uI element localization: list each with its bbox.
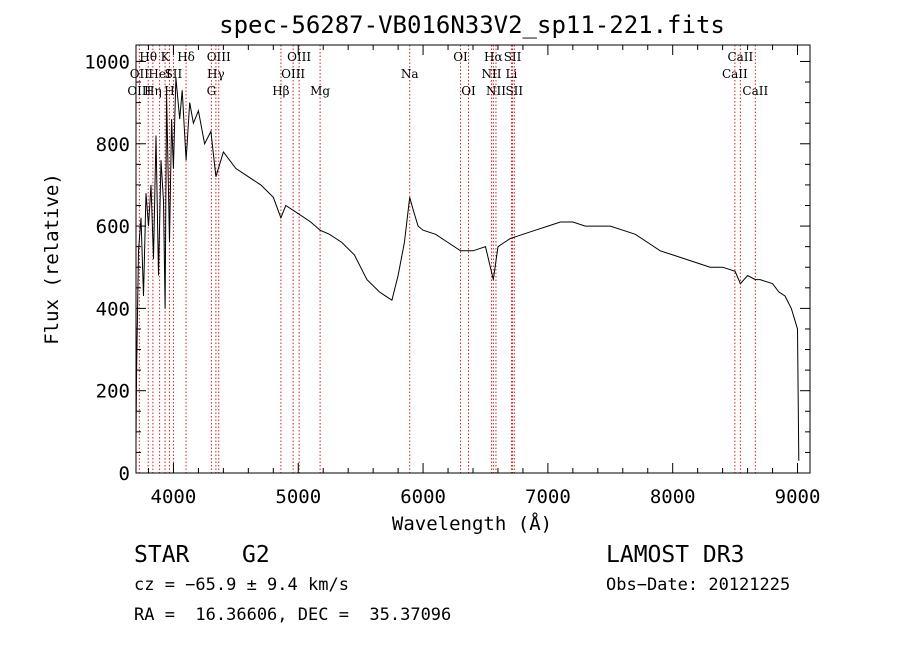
- line-marker-label: Mg: [310, 84, 330, 98]
- line-marker-label: OIII: [281, 67, 305, 81]
- line-marker-label: Hβ: [272, 84, 289, 98]
- line-marker-label: Hδ: [177, 50, 195, 64]
- line-marker-label: OIII: [287, 50, 311, 64]
- chart-title: spec-56287-VB016N33V2_sp11-221.fits: [219, 11, 725, 39]
- line-marker-label: HeI: [148, 67, 171, 81]
- spectrum-line: [135, 77, 800, 461]
- line-marker-label: OII: [130, 67, 150, 81]
- spectral-subclass: G2: [242, 542, 270, 568]
- line-marker-label: OIII: [127, 84, 151, 98]
- observation-date: Obs−Date: 20121225: [606, 575, 790, 595]
- line-marker-label: CaII: [742, 84, 768, 98]
- line-marker-label: Hγ: [207, 67, 225, 81]
- line-marker-label: Hα: [484, 50, 503, 64]
- y-axis: 0 200 400 600 800 1000: [84, 51, 810, 485]
- line-marker-label: Li: [506, 67, 518, 81]
- y-tick-label: 600: [96, 216, 130, 238]
- x-tick-label: 4000: [151, 486, 197, 508]
- x-tick-label: 9000: [775, 486, 821, 508]
- line-marker-label: Na: [401, 67, 419, 81]
- line-marker-label: OI: [461, 84, 476, 98]
- x-tick-label: 8000: [650, 486, 696, 508]
- line-marker-label: G: [207, 84, 217, 98]
- x-axis-label: Wavelength (Å): [392, 512, 552, 535]
- line-marker-label: SII: [165, 67, 183, 81]
- x-axis: 4000 5000 6000 7000 8000 9000: [147, 45, 821, 508]
- line-marker-label: OI: [453, 50, 468, 64]
- y-tick-label: 0: [119, 463, 130, 485]
- line-marker-label: SII: [504, 50, 522, 64]
- y-tick-label: 1000: [84, 51, 130, 73]
- line-marker-label: H: [164, 84, 174, 98]
- line-marker-label: NII: [486, 84, 506, 98]
- line-marker-label: OIII: [207, 50, 231, 64]
- redshift-cz: cz = −65.9 ± 9.4 km/s: [134, 575, 349, 595]
- coordinates: RA = 16.36606, DEC = 35.37096: [134, 605, 451, 625]
- y-tick-label: 400: [96, 298, 130, 320]
- y-tick-label: 800: [96, 134, 130, 156]
- plot-frame: [135, 44, 811, 474]
- y-axis-label: Flux (relative): [41, 173, 63, 345]
- x-tick-label: 7000: [525, 486, 571, 508]
- line-markers: [138, 45, 756, 473]
- y-tick-label: 200: [96, 381, 130, 403]
- line-marker-label: Hη: [144, 84, 162, 98]
- survey-name: LAMOST DR3: [606, 542, 744, 568]
- x-tick-label: 6000: [400, 486, 446, 508]
- line-marker-label: NII: [481, 67, 501, 81]
- line-marker-label: SII: [505, 84, 523, 98]
- line-marker-label: CaII: [727, 50, 753, 64]
- x-tick-label: 5000: [275, 486, 321, 508]
- line-marker-label: CaII: [722, 67, 748, 81]
- object-class: STAR: [134, 542, 190, 568]
- line-marker-label: K: [161, 50, 171, 64]
- line-marker-label: Hθ: [139, 50, 157, 64]
